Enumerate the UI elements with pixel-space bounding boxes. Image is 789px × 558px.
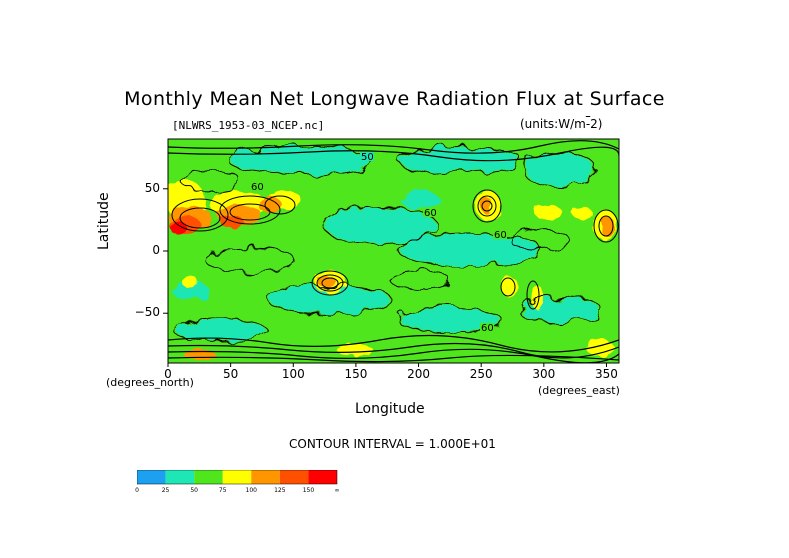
colorbar-frame <box>137 470 338 485</box>
colorbar-swatch <box>194 470 223 484</box>
chart-title: Monthly Mean Net Longwave Radiation Flux… <box>124 88 665 110</box>
colorbar-swatch <box>165 470 195 484</box>
contour-lines <box>172 144 603 342</box>
x-tick-marks <box>167 363 607 367</box>
colorbar-level-label: 150 <box>302 487 315 494</box>
x-tick-label: 200 <box>407 367 430 381</box>
svg-text:60: 60 <box>494 230 507 241</box>
y-tick-label: 50 <box>144 180 160 195</box>
colorbar-level-label: 25 <box>161 487 170 494</box>
colorbar <box>137 470 338 485</box>
x-tick-label: 50 <box>222 367 239 381</box>
x-unit-right: (degrees_east) <box>538 384 620 397</box>
svg-text:60: 60 <box>424 208 437 219</box>
colorbar-level-label: ∞ <box>334 487 340 494</box>
units-label: (units:W/m-2) <box>520 117 603 131</box>
colorbar-swatch <box>137 470 166 484</box>
svg-text:50: 50 <box>361 152 374 163</box>
x-tick-label: 0 <box>164 367 172 381</box>
y-tick-marks <box>163 188 168 314</box>
hotspot-contours <box>171 189 619 310</box>
y-axis-label: Latitude <box>96 192 112 250</box>
colorbar-level-label: 100 <box>245 487 257 494</box>
x-tick-label: 300 <box>532 367 556 381</box>
contour-labels: 50 60 60 60 60 <box>250 152 507 334</box>
svg-text:60: 60 <box>251 182 264 193</box>
x-tick-label: 150 <box>344 367 368 381</box>
cyan-regions <box>172 146 600 340</box>
colorbar-swatch <box>308 470 337 484</box>
dataset-filename: [NLWRS_1953-03_NCEP.nc] <box>172 119 325 132</box>
x-tick-label: 250 <box>469 367 493 381</box>
svg-text:60: 60 <box>481 323 494 334</box>
colorbar-level-label: 0 <box>135 487 139 494</box>
colorbar-swatch <box>222 470 252 484</box>
colorbar-swatch <box>279 470 309 484</box>
y-tick-label: 0 <box>152 243 160 257</box>
x-tick-label: 350 <box>595 367 618 381</box>
contour-interval: CONTOUR INTERVAL = 1.000E+01 <box>289 437 496 451</box>
colorbar-level-label: 75 <box>218 487 227 494</box>
x-axis-label: Longitude <box>355 401 425 417</box>
x-tick-label: 100 <box>281 367 305 381</box>
colorbar-swatch <box>251 470 280 484</box>
colorbar-level-label: 125 <box>274 487 286 494</box>
x-unit-left: (degrees_north) <box>106 376 194 389</box>
colorbar-level-label: 50 <box>190 487 198 494</box>
y-tick-label: −50 <box>134 305 160 320</box>
